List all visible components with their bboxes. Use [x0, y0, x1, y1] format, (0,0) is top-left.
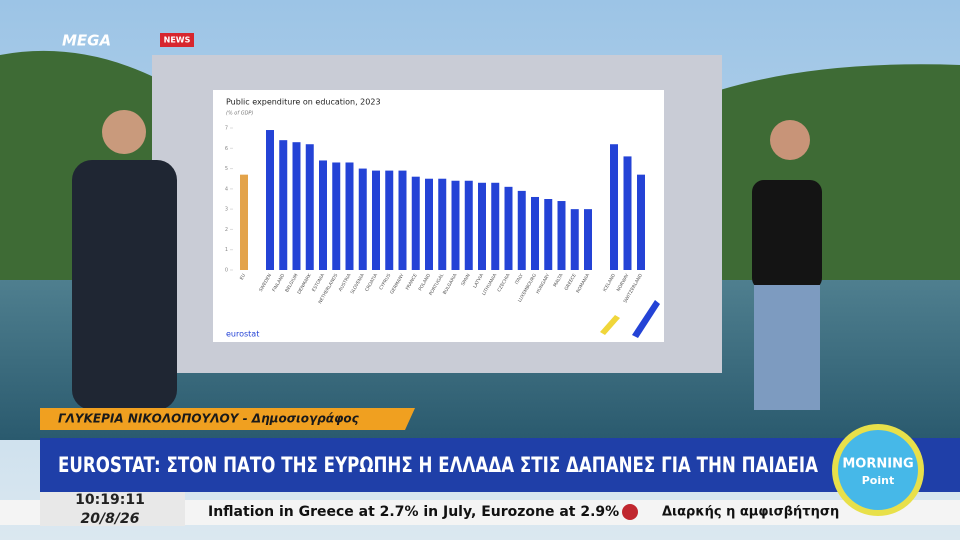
bar [557, 201, 566, 270]
bar [504, 186, 513, 270]
channel-logo-sub: NEWS [164, 36, 191, 45]
bar [464, 180, 473, 270]
bar [610, 144, 618, 270]
bar [345, 162, 354, 270]
ticker-icon [622, 504, 638, 520]
presenter-left [72, 110, 177, 410]
show-logo [838, 430, 918, 510]
channel-logo: MEGA [62, 32, 111, 50]
name-bar [40, 408, 415, 430]
bar [398, 170, 407, 270]
show-logo-text: Point [862, 474, 894, 487]
bar [305, 144, 314, 270]
bar [279, 140, 288, 270]
source-logo: eurostat [226, 330, 259, 339]
bar [531, 196, 539, 270]
x-tick-label: SPAIN [460, 273, 472, 287]
bar [451, 180, 460, 270]
ticker-item: Inflation in Greece at 2.7% in July, Eur… [208, 504, 619, 520]
chart-subtitle: (% of GDP) [226, 111, 253, 117]
ticker-item: Διαρκής η αμφισβήτηση [662, 505, 839, 520]
bar [292, 142, 301, 270]
logo-badge [160, 33, 194, 47]
bar [478, 182, 486, 270]
bar [332, 162, 341, 270]
bar [570, 209, 579, 270]
headline-bar [40, 438, 960, 492]
x-tick-label: EU [239, 273, 247, 281]
y-tick-label: 2 [225, 227, 228, 233]
chart-title: Public expenditure on education, 2023 [226, 98, 381, 107]
deco [600, 315, 620, 335]
x-tick-label: ITALY [514, 273, 525, 286]
bar [584, 209, 592, 270]
y-tick-label: 1 [225, 247, 228, 253]
y-tick-label: 7 [225, 126, 228, 132]
bar [637, 174, 645, 270]
bar [411, 176, 420, 270]
show-logo-text: MORNING [842, 457, 913, 472]
bar [266, 130, 274, 270]
headline: EUROSTAT: ΣΤΟΝ ΠΑΤΟ ΤΗΣ ΕΥΡΩΠΗΣ Η ΕΛΛΑΔΑ… [58, 453, 819, 477]
bar [517, 190, 526, 270]
clock-box [40, 492, 185, 526]
deco [632, 300, 660, 338]
speaker-name: ΓΛΥΚΕΡΙΑ ΝΙΚΟΛΟΠΟΥΛΟΥ - Δημοσιογράφος [58, 412, 360, 426]
y-tick-label: 5 [225, 166, 228, 172]
bar [358, 168, 367, 270]
y-tick-label: 0 [225, 268, 228, 274]
bar [240, 174, 248, 270]
clock-date: 20/8/26 [81, 511, 140, 527]
bar [491, 182, 500, 270]
bar [623, 156, 632, 270]
y-tick-label: 4 [225, 186, 228, 192]
bar [425, 178, 433, 270]
y-tick-label: 6 [225, 146, 228, 152]
presenter-right [752, 120, 822, 410]
bar [372, 170, 380, 270]
clock-time: 10:19:11 [75, 492, 145, 508]
bar [544, 199, 553, 270]
bar [438, 178, 447, 270]
bar [385, 170, 394, 270]
y-tick-label: 3 [225, 207, 228, 213]
bar [319, 160, 327, 270]
